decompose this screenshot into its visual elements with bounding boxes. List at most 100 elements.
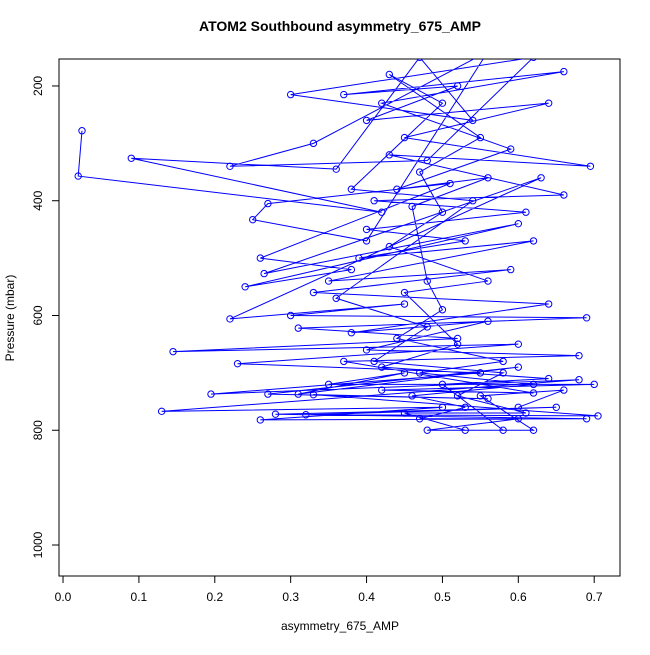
- data-point: [453, 392, 462, 400]
- data-point: [294, 390, 302, 398]
- data-point: [575, 351, 583, 360]
- data-point: [560, 67, 568, 76]
- x-axis-label: asymmetry_675_AMP: [281, 619, 399, 633]
- data-point: [400, 369, 409, 377]
- data-point: [249, 215, 257, 224]
- data-point: [582, 415, 591, 423]
- data-point: [544, 300, 553, 308]
- data-point: [476, 369, 485, 377]
- data-point: [446, 179, 454, 188]
- data-point: [408, 392, 416, 400]
- data-point: [264, 390, 272, 398]
- data-point: [507, 265, 515, 274]
- data-point: [453, 334, 462, 343]
- data-point: [415, 369, 424, 377]
- x-tick-label: 0.5: [434, 590, 451, 604]
- y-axis-label: Pressure (mbar): [3, 275, 17, 362]
- data-point: [256, 416, 265, 424]
- data-point: [544, 99, 553, 107]
- data-point: [400, 300, 409, 308]
- data-point: [362, 116, 371, 125]
- data-point: [499, 357, 507, 366]
- data-point: [393, 334, 401, 343]
- data-point: [400, 133, 409, 142]
- data-point: [324, 380, 333, 389]
- data-point: [393, 185, 401, 193]
- data-point: [332, 165, 340, 173]
- data-point: [169, 347, 177, 356]
- data-point: [294, 324, 302, 332]
- data-point: [286, 90, 295, 99]
- y-tick-label: 1000: [31, 531, 45, 558]
- x-tick-label: 0.0: [55, 590, 72, 604]
- data-point: [127, 154, 136, 162]
- data-point: [362, 237, 371, 245]
- data-point: [537, 174, 545, 182]
- data-point: [544, 374, 553, 383]
- data-point: [438, 380, 447, 389]
- x-tick-label: 0.6: [510, 590, 527, 604]
- data-point: [207, 390, 215, 398]
- chart-title: ATOM2 Southbound asymmetry_675_AMP: [199, 18, 481, 34]
- data-point: [355, 254, 363, 262]
- data-point: [575, 376, 583, 384]
- data-point: [476, 133, 485, 142]
- data-point: [332, 294, 340, 302]
- data-point: [560, 191, 568, 199]
- data-point: [370, 357, 378, 366]
- data-point: [400, 288, 409, 297]
- data-point: [499, 369, 507, 377]
- plot-area: [74, 59, 602, 434]
- data-point: [586, 162, 595, 171]
- data-point: [302, 411, 310, 419]
- data-point: [347, 185, 356, 193]
- data-point: [514, 340, 523, 348]
- data-point: [438, 99, 447, 107]
- data-point: [461, 403, 469, 412]
- data-point: [256, 254, 265, 262]
- data-point: [378, 386, 386, 394]
- data-point: [347, 329, 356, 337]
- data-point: [484, 277, 492, 285]
- data-point: [286, 311, 295, 320]
- data-point: [438, 403, 447, 412]
- data-point: [476, 392, 485, 400]
- data-point: [271, 410, 280, 418]
- data-point: [499, 426, 507, 434]
- data-point: [514, 363, 523, 371]
- data-point: [484, 174, 492, 182]
- data-point: [514, 415, 523, 423]
- data-point: [324, 277, 333, 285]
- data-point: [438, 208, 447, 216]
- data-point: [469, 197, 477, 205]
- data-point: [74, 172, 82, 180]
- data-point: [423, 426, 431, 434]
- y-tick-label: 800: [31, 420, 45, 440]
- data-point: [529, 380, 538, 389]
- data-point: [78, 127, 86, 135]
- data-point: [226, 162, 234, 171]
- data-point: [453, 82, 462, 90]
- data-line: [77, 59, 599, 431]
- data-point: [233, 359, 242, 368]
- data-point: [484, 317, 492, 325]
- x-tick-label: 0.2: [206, 590, 223, 604]
- data-point: [400, 409, 409, 417]
- data-point: [340, 90, 348, 99]
- data-point: [522, 409, 530, 417]
- data-point: [309, 390, 318, 399]
- data-point: [415, 415, 424, 423]
- data-point: [529, 389, 538, 397]
- y-tick-label: 400: [31, 190, 45, 210]
- data-point: [582, 314, 591, 322]
- y-tick-label: 600: [31, 305, 45, 325]
- x-tick-label: 0.1: [131, 590, 148, 604]
- x-tick-label: 0.4: [358, 590, 375, 604]
- data-point: [408, 202, 416, 211]
- data-point: [378, 99, 386, 107]
- data-point: [453, 340, 462, 348]
- plot-box: [58, 58, 621, 577]
- data-point: [530, 59, 537, 61]
- data-point: [378, 208, 386, 216]
- data-point: [484, 394, 492, 403]
